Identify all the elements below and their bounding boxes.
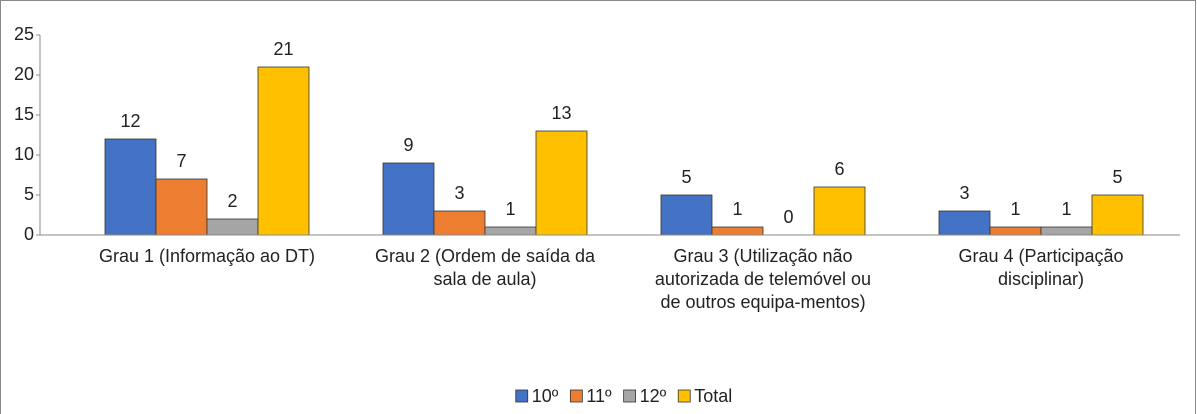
bar [1091, 194, 1144, 236]
bar [206, 218, 259, 236]
x-tick-label: Grau 4 (Participação disciplinar) [958, 246, 1123, 289]
data-label: 7 [176, 151, 186, 171]
x-tick-label: Grau 2 (Ordem de saída da sala de aula) [375, 246, 596, 289]
bar [938, 210, 991, 236]
legend-swatch [623, 389, 637, 403]
bar [382, 162, 435, 236]
bar [104, 138, 157, 236]
data-label: 1 [732, 199, 742, 219]
data-label: 5 [1112, 167, 1122, 187]
legend-label: 10º [532, 386, 559, 406]
legend: 10º 11º 12º Total [515, 386, 732, 406]
bar [1040, 226, 1093, 236]
y-tick-label: 5 [24, 184, 34, 204]
legend-swatch [515, 389, 529, 403]
y-tick-label: 20 [14, 64, 34, 84]
legend-label: Total [694, 386, 732, 406]
bar [484, 226, 537, 236]
data-label: 21 [273, 39, 293, 59]
y-tick-label: 15 [14, 104, 34, 124]
data-label: 9 [403, 135, 413, 155]
data-label: 5 [681, 167, 691, 187]
bar [660, 194, 713, 236]
y-tick-label: 0 [24, 224, 34, 244]
data-label: 2 [227, 191, 237, 211]
y-tick-label: 10 [14, 144, 34, 164]
bar [257, 66, 310, 236]
bar [155, 178, 208, 236]
data-label: 1 [1010, 199, 1020, 219]
bar [813, 186, 866, 236]
data-label: 6 [834, 159, 844, 179]
bar [433, 210, 486, 236]
legend-label: 12º [640, 386, 667, 406]
legend-swatch [569, 389, 583, 403]
data-label: 3 [454, 183, 464, 203]
legend-label: 11º [586, 386, 612, 406]
bar [989, 226, 1042, 236]
x-tick-label: Grau 1 (Informação ao DT) [99, 246, 315, 266]
y-tick-label: 25 [14, 24, 34, 44]
x-tick-label: Grau 3 (Utilização não autorizada de tele… [655, 246, 871, 312]
bar [711, 226, 764, 236]
data-label: 1 [1061, 199, 1071, 219]
data-label: 1 [505, 199, 515, 219]
data-label: 12 [120, 111, 140, 131]
data-label: 3 [959, 183, 969, 203]
bar [535, 130, 588, 236]
data-label: 0 [783, 207, 793, 227]
data-label: 13 [551, 103, 571, 123]
legend-swatch [677, 389, 691, 403]
